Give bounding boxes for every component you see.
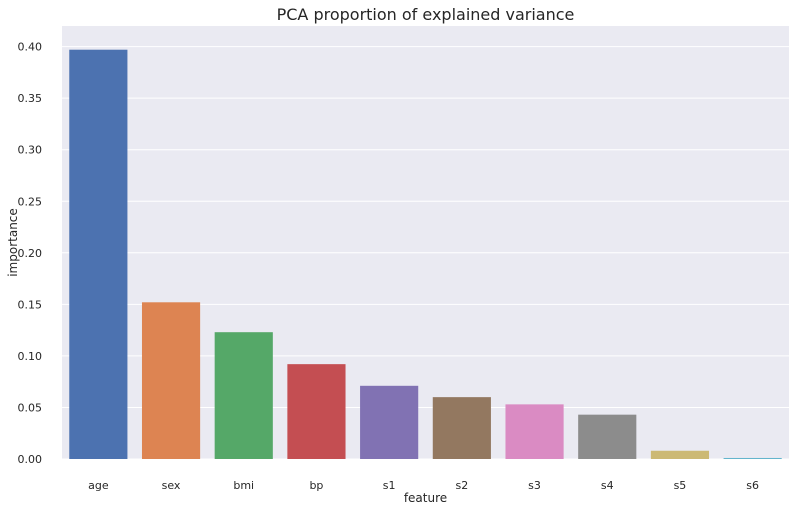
bar-s1 — [360, 385, 419, 459]
bar-s6 — [723, 457, 782, 459]
bar-sex — [141, 302, 201, 459]
y-tick-label: 0.15 — [18, 298, 43, 311]
y-axis-label: importance — [6, 208, 20, 277]
x-tick-label: bmi — [233, 479, 254, 492]
x-tick-label: s6 — [746, 479, 759, 492]
x-tick-label: s4 — [601, 479, 614, 492]
x-tick-label: sex — [162, 479, 181, 492]
bar-age — [69, 49, 128, 459]
y-axis-ticks: 0.00 0.05 0.10 0.15 0.20 0.25 0.30 0.35 0.40 — [18, 41, 43, 466]
y-tick-label: 0.30 — [18, 144, 43, 157]
x-tick-label: s1 — [383, 479, 396, 492]
bar-s4 — [578, 414, 637, 459]
x-tick-label: s2 — [455, 479, 468, 492]
bar-s3 — [505, 404, 564, 459]
y-tick-label: 0.25 — [18, 195, 43, 208]
x-tick-label: age — [88, 479, 109, 492]
bar-s5 — [650, 450, 710, 459]
x-tick-label: s3 — [528, 479, 541, 492]
x-axis-ticks: age sex bmi bp s1 s2 s3 s4 s5 s6 — [88, 479, 759, 492]
y-tick-label: 0.35 — [18, 92, 43, 105]
bar-bp — [287, 364, 346, 459]
x-axis-label: feature — [404, 491, 447, 505]
y-tick-label: 0.20 — [18, 247, 43, 260]
bar-s2 — [432, 397, 491, 459]
y-tick-label: 0.05 — [18, 401, 43, 414]
bar-bmi — [214, 332, 273, 459]
chart-title: PCA proportion of explained variance — [277, 5, 575, 24]
y-tick-label: 0.10 — [18, 350, 43, 363]
y-tick-label: 0.00 — [18, 453, 43, 466]
x-tick-label: s5 — [674, 479, 687, 492]
x-tick-label: bp — [309, 479, 323, 492]
bars — [69, 49, 782, 459]
y-tick-label: 0.40 — [18, 41, 43, 54]
